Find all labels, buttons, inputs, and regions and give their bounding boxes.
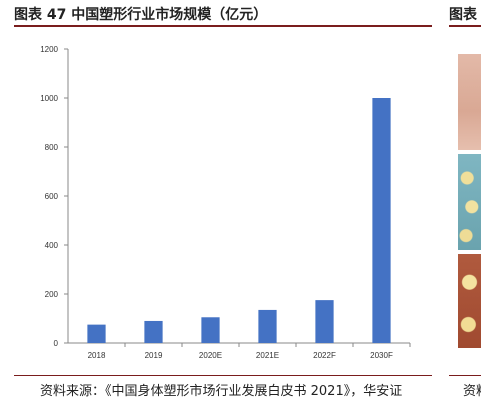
x-tick-label: 2018	[88, 351, 106, 360]
x-tick-label: 2021E	[256, 351, 279, 360]
adjacent-chart-title: 图表	[449, 7, 477, 23]
cells-photo-red	[458, 254, 481, 348]
skin-photo	[458, 54, 481, 150]
y-tick-label: 200	[45, 290, 59, 299]
bottom-rule-right	[449, 375, 481, 376]
y-tick-label: 1000	[40, 94, 58, 103]
bar-chart: 0 200 400 600 800 1000 1200 2018 2019 2020E 2021E 2…	[40, 45, 411, 360]
bottom-rule	[14, 375, 432, 376]
x-tick-label: 2020E	[199, 351, 222, 360]
y-tick-label: 800	[45, 143, 59, 152]
top-rule	[14, 25, 432, 27]
bar-2020E	[201, 317, 220, 343]
x-tick-label: 2022F	[313, 351, 336, 360]
bar-2019	[144, 320, 163, 343]
chart-title: 图表 47 中国塑形行业市场规模（亿元）	[14, 7, 268, 23]
x-tick-label: 2019	[145, 351, 163, 360]
adjacent-source-note: 资料	[463, 384, 481, 399]
cells-photo-blue	[458, 154, 481, 250]
bar-2018	[87, 324, 106, 343]
source-note: 资料来源：《中国身体塑形市场行业发展白皮书 2021》，华安证	[40, 384, 403, 399]
top-rule-right	[449, 25, 481, 27]
bar-2030F	[372, 98, 391, 343]
y-tick-label: 600	[45, 192, 59, 201]
y-tick-label: 400	[45, 241, 59, 250]
y-tick-label: 0	[54, 339, 59, 348]
bar-2021E	[258, 309, 277, 343]
bar-2022F	[315, 300, 334, 343]
y-tick-label: 1200	[40, 45, 58, 54]
x-tick-label: 2030F	[370, 351, 393, 360]
